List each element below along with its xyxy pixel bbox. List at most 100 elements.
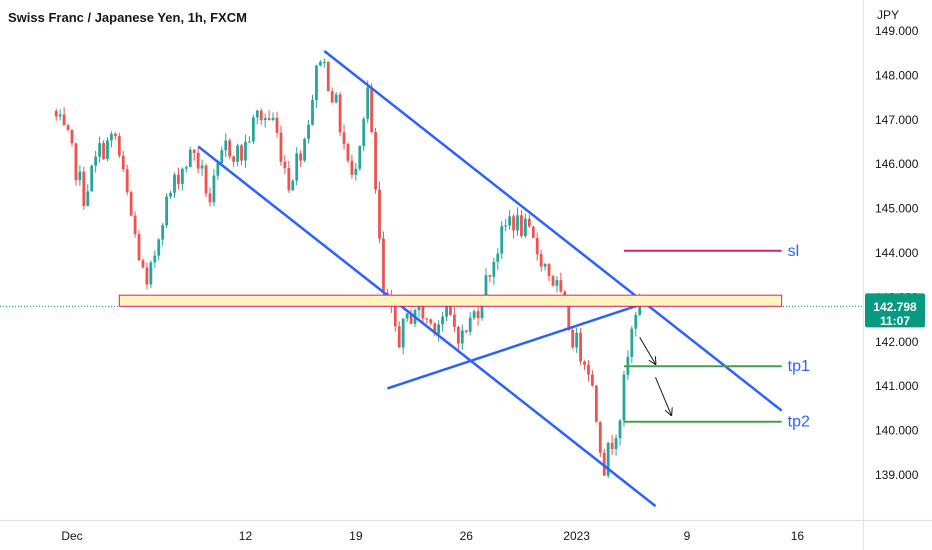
price-badge-price: 142.798 [873,300,917,314]
candle-body [571,329,575,348]
price-tick-label: 148.000 [875,68,919,82]
candle-body [634,314,638,329]
candle-body [106,140,109,159]
candle-body [307,124,310,139]
price-tick-label: 149.000 [875,24,919,38]
time-tick-label: 16 [791,529,805,543]
drawings-layer[interactable]: sl tp1 tp2 [118,49,810,508]
candle-body [441,316,444,325]
candle-body [173,174,176,193]
candle-body [204,165,208,194]
candle-body [496,253,500,262]
projection-arrow[interactable] [655,377,671,415]
candle-body [141,260,145,268]
candle-body [460,330,464,344]
candle-body [606,442,610,476]
candle-body [338,94,342,133]
time-axis[interactable]: Dec 12 19 26 2023 9 16 [0,520,932,544]
candle-body [184,167,188,169]
sl-label: sl [788,243,800,260]
candle-body [346,143,350,161]
candle-body [299,153,303,161]
candle-body [279,132,283,162]
candle-body [397,326,401,348]
candle-body [169,192,172,197]
candle-body [117,136,121,156]
candle-body [393,306,397,327]
trendline[interactable] [387,298,656,390]
candle-body [251,117,255,142]
candle-body [587,364,590,375]
candle-body [417,303,421,311]
candle-body [62,114,66,126]
candle-body [614,438,618,449]
candle-body [464,330,468,332]
candle-body [259,110,263,121]
candle-body [500,226,504,254]
price-tick-label: 141.000 [875,379,919,393]
candle-body [303,138,307,161]
candle-body [283,161,287,169]
candle-body [378,189,381,239]
candle-body [216,162,220,176]
candle-body [535,237,539,255]
candle-body [244,141,247,161]
candle-body [291,180,295,191]
candle-body [342,132,346,144]
candle-body [196,152,200,169]
candle-body [113,133,117,137]
candle-body [58,114,62,117]
tp1-label: tp1 [788,358,810,375]
candle-body [618,420,622,439]
candle-body [74,143,78,181]
candle-body [492,261,496,277]
candle-body [366,87,370,119]
candle-body [488,275,492,277]
candle-body [157,239,161,256]
candle-body [516,215,519,231]
candle-body [224,140,228,151]
resistance-zone[interactable] [118,294,783,307]
candle-body [531,226,535,238]
candle-body [137,234,141,261]
candle-body [591,374,594,386]
candle-body [255,110,259,118]
candle-body [594,385,598,422]
candle-body [145,267,149,285]
candle-body [334,94,338,103]
candle-body [102,143,105,159]
candle-body [311,99,314,125]
candle-body [232,156,236,162]
candle-body [66,125,70,130]
candle-body [177,174,180,184]
candle-body [271,117,275,120]
candle-body [579,332,582,362]
candle-body [547,264,551,277]
candle-body [94,156,98,166]
time-tick-label: 26 [460,529,474,543]
candle-body [520,215,523,237]
price-tick-label: 139.000 [875,468,919,482]
candle-body [433,323,437,334]
candle-body [630,328,634,357]
candle-body [370,87,374,133]
candle-body [575,332,579,348]
candle-body [192,149,196,153]
time-tick-label: 2023 [563,529,590,543]
trendline[interactable] [197,145,657,508]
candle-body [622,374,626,421]
price-axis[interactable]: 149.000 148.000 147.000 146.000 145.000 144.0… [863,0,919,550]
trendline[interactable] [323,49,783,412]
candle-body [583,361,586,365]
candle-body [121,155,125,170]
time-tick-label: Dec [61,529,82,543]
projection-arrow[interactable] [639,337,656,364]
currency-label: JPY [877,8,899,22]
candle-body [362,118,366,147]
candle-body [559,280,563,292]
candle-body [453,314,456,327]
candle-body [149,262,153,285]
candle-body [504,225,508,227]
